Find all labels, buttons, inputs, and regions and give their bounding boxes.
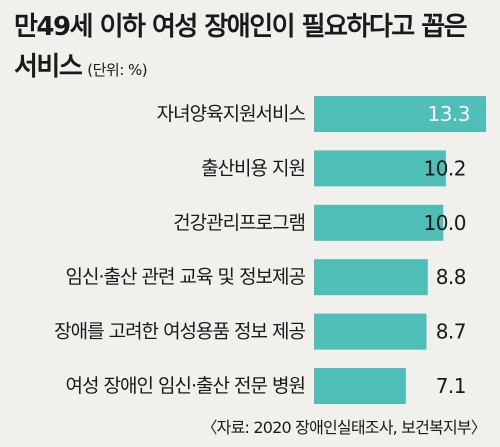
category-label-4: 장애를 고려한 여성용품 정보 제공 — [54, 321, 305, 343]
bar-2 — [314, 204, 444, 241]
source-note: 〈자료: 2020 장애인실태조사, 보건복지부〉 — [201, 418, 486, 437]
chart-title-continued: 서비스 — [14, 52, 83, 82]
category-label-1: 출산비용 지원 — [201, 157, 305, 179]
value-label-4: 8.7 — [436, 320, 466, 344]
category-label-2: 건강관리프로그램 — [173, 212, 305, 234]
category-label-0: 자녀양육지원서비스 — [157, 103, 306, 125]
bar-1 — [314, 150, 446, 187]
value-label-0: 13.3 — [427, 102, 470, 126]
unit-label: (단위: %) — [87, 61, 148, 79]
bar-5 — [314, 368, 406, 404]
value-label-1: 10.2 — [423, 156, 466, 180]
bar-0 — [314, 96, 486, 132]
value-label-2: 10.0 — [423, 211, 466, 235]
value-label-5: 7.1 — [436, 374, 466, 398]
value-label-3: 8.8 — [436, 265, 466, 289]
bar-4 — [314, 313, 427, 350]
category-label-3: 임신·출산 관련 교육 및 정보제공 — [66, 266, 306, 288]
chart-title: 만49세 이하 여성 장애인이 필요하다고 꼽은 — [14, 12, 468, 42]
category-label-5: 여성 장애인 임신·출산 전문 병원 — [66, 375, 305, 397]
chart-title-line2: 서비스 (단위: %) — [14, 46, 148, 83]
bar-3 — [314, 259, 428, 296]
